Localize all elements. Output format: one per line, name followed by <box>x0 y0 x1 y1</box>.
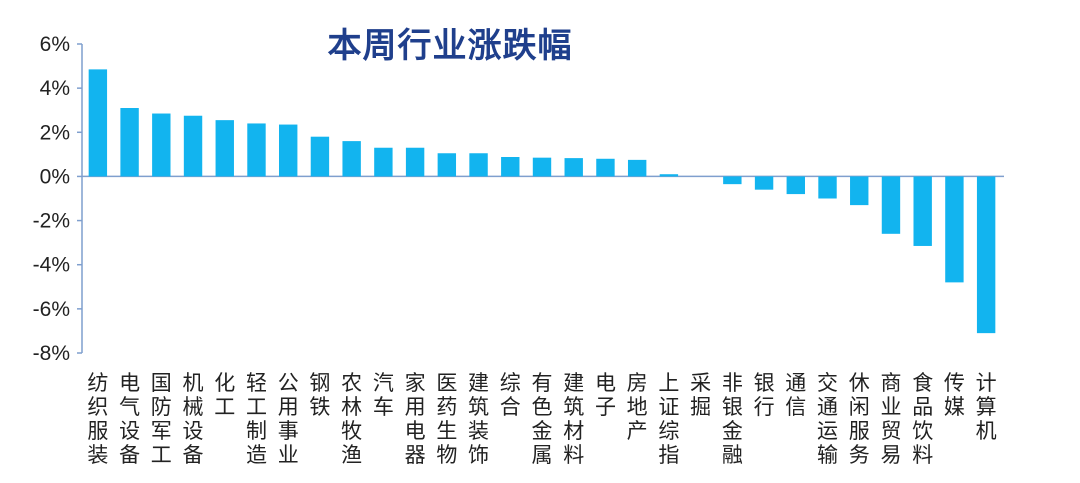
category-label: 房地产 <box>627 371 648 443</box>
category-label: 上证综指 <box>658 371 679 467</box>
bar <box>596 158 615 177</box>
category-label: 休闲服务 <box>849 371 870 467</box>
bar <box>850 176 869 206</box>
y-tick-label: -6% <box>33 298 70 321</box>
category-label: 传媒 <box>944 371 965 419</box>
chart-title: 本周行业涨跌幅 <box>327 26 573 66</box>
bar <box>215 120 234 177</box>
bar <box>786 176 805 195</box>
bar <box>342 141 361 177</box>
category-label: 国防军工 <box>151 371 172 467</box>
bar <box>532 157 552 177</box>
bar <box>247 123 266 177</box>
bar <box>659 174 679 177</box>
bar <box>310 136 330 177</box>
y-tick-label: 2% <box>40 121 70 144</box>
bar <box>437 153 457 177</box>
category-label: 建筑装饰 <box>468 371 489 467</box>
category-label: 商业贸易 <box>880 371 901 467</box>
category-label: 轻工制造 <box>246 371 267 467</box>
y-tick-label: 0% <box>40 165 70 188</box>
bar <box>945 176 964 283</box>
category-label: 化工 <box>214 371 235 419</box>
category-label: 非银金融 <box>722 371 743 467</box>
y-tick-label: 4% <box>40 77 70 100</box>
bar <box>405 147 425 177</box>
y-tick-label: -8% <box>33 342 70 365</box>
category-label: 纺织服装 <box>87 371 108 467</box>
bars <box>88 69 996 334</box>
category-label: 交通运输 <box>817 371 838 467</box>
bar <box>564 158 583 177</box>
bar <box>469 153 488 177</box>
category-label: 机械设备 <box>183 371 204 467</box>
category-label: 通信 <box>785 371 806 419</box>
bar <box>627 159 647 177</box>
bar <box>754 176 774 190</box>
bar <box>818 176 837 199</box>
category-label: 银行 <box>754 371 775 419</box>
bar <box>501 157 520 177</box>
category-label: 家用电器 <box>405 371 426 467</box>
category-label: 电气设备 <box>119 371 140 467</box>
bar <box>183 115 203 177</box>
bar <box>881 176 901 234</box>
bar <box>279 124 298 177</box>
bar <box>723 176 742 185</box>
category-label: 采掘 <box>690 371 711 419</box>
category-label: 建筑材料 <box>563 371 584 467</box>
category-label: 食品饮料 <box>912 371 933 467</box>
y-tick-label: -4% <box>33 254 70 277</box>
category-label: 公用事业 <box>278 371 299 467</box>
category-label: 综合 <box>500 371 521 419</box>
bar <box>88 69 108 177</box>
category-labels: 纺织服装电气设备国防军工机械设备化工轻工制造公用事业钢铁农林牧渔汽车家用电器医药… <box>87 371 996 467</box>
category-label: 钢铁 <box>309 371 330 419</box>
y-tick-label: 6% <box>40 33 70 56</box>
category-label: 计算机 <box>976 371 997 443</box>
bar <box>120 108 139 177</box>
category-label: 汽车 <box>373 371 394 419</box>
y-ticks: 6% 4% 2% 0% -2% -4% -6% -8% <box>33 33 82 365</box>
bar <box>913 176 932 246</box>
bar <box>976 176 996 334</box>
bar <box>374 147 393 177</box>
category-label: 电子 <box>595 371 616 419</box>
category-label: 医药生物 <box>436 371 457 467</box>
category-label: 有色金属 <box>532 371 553 467</box>
bar <box>152 113 171 177</box>
category-label: 农林牧渔 <box>341 371 362 467</box>
y-tick-label: -2% <box>33 210 70 233</box>
